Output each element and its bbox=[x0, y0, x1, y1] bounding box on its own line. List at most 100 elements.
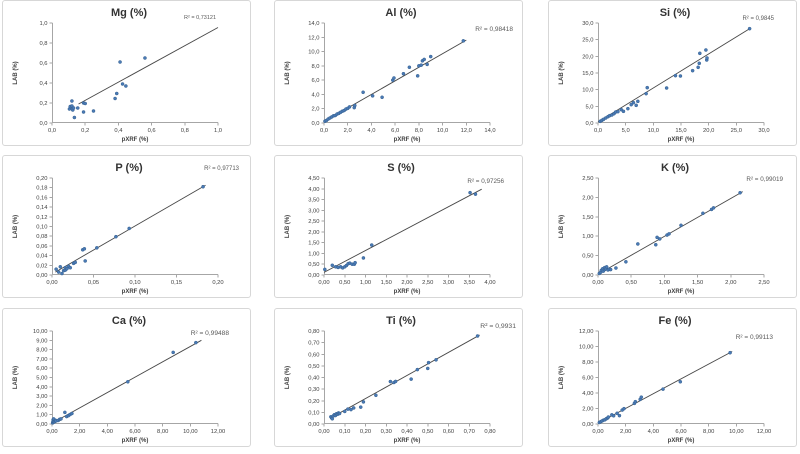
svg-text:0,0: 0,0 bbox=[320, 128, 328, 134]
data-point bbox=[624, 260, 628, 264]
y-axis-title: LAB (%) bbox=[13, 61, 19, 84]
y-axis-title: LAB (%) bbox=[285, 61, 291, 84]
chart-panel-fe: Fe (%) R² = 0,99113 0,00 2,00 4,00 6,00 8,00 10… bbox=[548, 308, 797, 447]
svg-text:0,0: 0,0 bbox=[39, 121, 47, 127]
tick-labels: 0,0 0,2 0,4 0,6 0,8 1,0 0,0 0,2 0,4 0,6 0,8 1,0 bbox=[39, 21, 222, 134]
chart-panel-si: Si (%) R² = 0,9845 0,0 5,0 10,0 15,0 20,0 25,0 3… bbox=[548, 0, 797, 146]
data-point bbox=[127, 226, 131, 231]
svg-text:0,60: 0,60 bbox=[443, 429, 454, 435]
svg-text:0,00: 0,00 bbox=[36, 273, 47, 279]
data-point bbox=[697, 61, 702, 66]
data-point bbox=[616, 109, 620, 114]
svg-text:0,2: 0,2 bbox=[81, 128, 89, 134]
chart-panel-ti: Ti (%) R² = 0,9931 0,00 0,10 0,20 0,30 0,40 0,5… bbox=[274, 308, 523, 447]
data-point bbox=[401, 71, 406, 76]
chart-title: Al (%) bbox=[385, 7, 417, 19]
x-axis-title: pXRF (%) bbox=[394, 438, 421, 444]
data-point bbox=[56, 270, 61, 274]
svg-text:2,0: 2,0 bbox=[344, 128, 352, 134]
data-point bbox=[361, 256, 366, 260]
svg-text:10,0: 10,0 bbox=[648, 128, 659, 134]
data-point bbox=[113, 96, 117, 101]
svg-text:12,0: 12,0 bbox=[461, 128, 472, 134]
chart-title: Si (%) bbox=[660, 7, 691, 19]
svg-text:0,40: 0,40 bbox=[308, 376, 319, 382]
svg-text:0,8: 0,8 bbox=[181, 128, 189, 134]
data-point bbox=[171, 350, 175, 355]
tick-labels: 0,0 5,0 10,0 15,0 20,0 25,0 30,0 0,0 5,0 10,0 15,0… bbox=[582, 21, 769, 134]
chart-title: P (%) bbox=[115, 162, 143, 174]
svg-text:10,00: 10,00 bbox=[183, 429, 198, 435]
data-point bbox=[655, 235, 659, 240]
svg-text:1,0: 1,0 bbox=[39, 21, 47, 27]
tick-labels: 0,00 1,00 2,00 3,00 4,00 5,00 6,00 7,00 8,00 9,00… bbox=[33, 329, 225, 435]
data-point bbox=[631, 100, 636, 105]
data-point bbox=[705, 56, 709, 60]
svg-text:4,0: 4,0 bbox=[311, 92, 319, 98]
al-chart: Al (%) R² = 0,98418 0,0 2,0 4,0 6,0 8,0 10,0 12,… bbox=[285, 7, 513, 143]
data-point bbox=[738, 190, 742, 195]
chart-panel-mg: Mg (%) R² = 0,73121 0,0 0,2 0,4 0,6 0,8 1,0 0,0 0… bbox=[2, 0, 251, 146]
svg-text:30,0: 30,0 bbox=[758, 128, 769, 134]
svg-text:8,00: 8,00 bbox=[36, 348, 47, 354]
data-point bbox=[120, 82, 125, 86]
data-points bbox=[323, 190, 478, 272]
svg-text:8,0: 8,0 bbox=[311, 64, 319, 70]
data-point bbox=[393, 379, 398, 384]
data-point bbox=[644, 91, 648, 96]
svg-text:15,0: 15,0 bbox=[582, 71, 593, 77]
svg-text:6,00: 6,00 bbox=[582, 376, 593, 382]
svg-text:10,00: 10,00 bbox=[729, 429, 744, 435]
tick-labels: 0,0 2,0 4,0 6,0 8,0 10,0 12,0 14,0 0,0 2,0 4,0 6,0 8… bbox=[308, 21, 495, 134]
trend-line bbox=[597, 351, 733, 424]
svg-text:1,00: 1,00 bbox=[659, 280, 670, 286]
x-axis-title: pXRF (%) bbox=[394, 137, 421, 143]
svg-text:1,00: 1,00 bbox=[582, 234, 593, 240]
data-points bbox=[597, 190, 742, 276]
svg-text:4,00: 4,00 bbox=[102, 429, 113, 435]
x-axis-title: pXRF (%) bbox=[668, 137, 695, 143]
k-chart: K (%) R² = 0,99019 0,00 0,50 1,00 1,50 2,00 2,5… bbox=[559, 162, 783, 295]
svg-text:2,00: 2,00 bbox=[308, 230, 319, 236]
data-point bbox=[58, 264, 63, 269]
svg-text:0,14: 0,14 bbox=[36, 205, 48, 211]
svg-text:2,00: 2,00 bbox=[620, 429, 631, 435]
svg-text:4,00: 4,00 bbox=[484, 280, 495, 286]
data-point bbox=[71, 106, 76, 110]
data-points bbox=[54, 184, 205, 276]
data-point bbox=[629, 102, 633, 107]
data-point bbox=[380, 95, 384, 100]
svg-text:0,80: 0,80 bbox=[484, 429, 495, 435]
data-point bbox=[425, 366, 430, 371]
axes bbox=[324, 23, 490, 123]
data-point bbox=[475, 334, 480, 338]
svg-text:2,00: 2,00 bbox=[401, 280, 412, 286]
svg-text:0,50: 0,50 bbox=[339, 280, 350, 286]
svg-text:4,00: 4,00 bbox=[648, 429, 659, 435]
svg-text:5,0: 5,0 bbox=[622, 128, 630, 134]
tick-labels: 0,00 0,50 1,00 1,50 2,00 2,50 3,00 3,50 4,00 4,50… bbox=[308, 176, 495, 286]
r2-annotation: R² = 0,98418 bbox=[475, 26, 513, 33]
svg-text:0,0: 0,0 bbox=[48, 128, 56, 134]
data-point bbox=[118, 60, 122, 64]
svg-text:0,12: 0,12 bbox=[36, 215, 47, 221]
chart-panel-p: P (%) R² = 0,97713 0,00 0,02 0,04 0,06 0,08 0,1… bbox=[2, 155, 251, 298]
svg-text:8,00: 8,00 bbox=[157, 429, 168, 435]
y-axis-title: LAB (%) bbox=[13, 366, 19, 389]
data-point bbox=[704, 48, 708, 52]
svg-text:0,20: 0,20 bbox=[360, 429, 371, 435]
ca-chart: Ca (%) R² = 0,99488 0,00 1,00 2,00 3,00 4,00 5,… bbox=[13, 315, 229, 444]
data-point bbox=[54, 267, 58, 271]
svg-text:0,00: 0,00 bbox=[592, 429, 603, 435]
svg-text:5,00: 5,00 bbox=[36, 376, 47, 382]
data-point bbox=[126, 379, 130, 384]
axes bbox=[52, 23, 218, 123]
chart-panel-s: S (%) R² = 0,97256 0,00 0,50 1,00 1,50 2,00 2,5… bbox=[274, 155, 523, 298]
svg-text:0,80: 0,80 bbox=[308, 329, 319, 335]
data-point bbox=[347, 105, 352, 109]
r2-annotation: R² = 0,99019 bbox=[746, 176, 783, 183]
chart-title: Mg (%) bbox=[111, 7, 147, 19]
p-chart: P (%) R² = 0,97713 0,00 0,02 0,04 0,06 0,08 0,1… bbox=[13, 162, 240, 295]
chart-panel-k: K (%) R² = 0,99019 0,00 0,50 1,00 1,50 2,00 2,5… bbox=[548, 155, 797, 298]
